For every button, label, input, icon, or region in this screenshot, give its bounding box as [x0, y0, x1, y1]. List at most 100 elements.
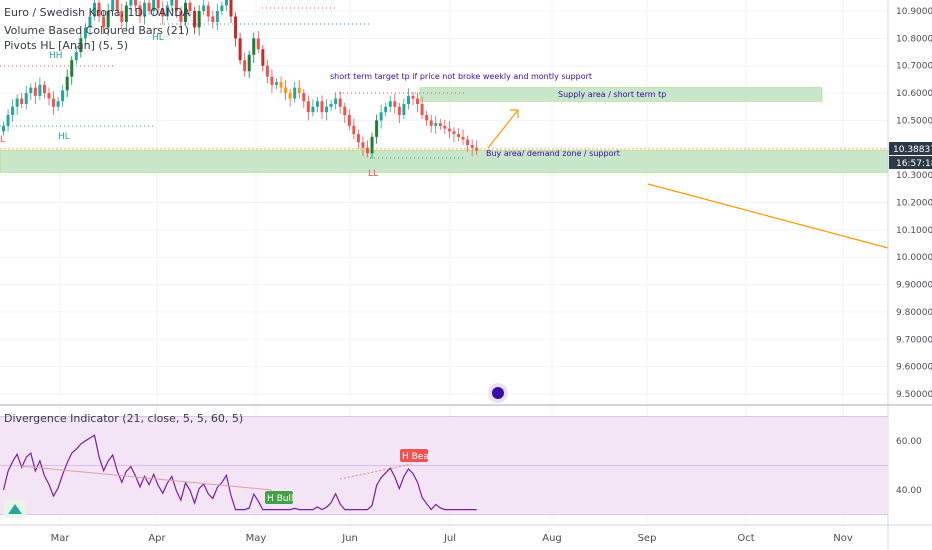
- time-axis[interactable]: Mar Apr May Jun Jul Aug Sep Oct Nov: [51, 533, 853, 544]
- demand-zone[interactable]: [0, 150, 889, 173]
- candle-body: [24, 93, 28, 105]
- candle-body: [461, 136, 465, 140]
- pivot-label-ll: LL: [368, 169, 378, 179]
- candle-body: [311, 106, 315, 113]
- candle-body: [429, 120, 433, 126]
- time-tick-label: Mar: [51, 533, 71, 544]
- candle-body: [61, 90, 65, 102]
- legend-volume-indicator[interactable]: Volume Based Coloured Bars (21): [4, 24, 189, 37]
- candle-body: [38, 84, 42, 96]
- candle-body: [202, 5, 206, 11]
- candle-body: [306, 101, 310, 113]
- candle-body: [102, 16, 106, 28]
- candle-body: [261, 49, 265, 66]
- tradingview-badge-icon: [488, 383, 508, 403]
- candle-body: [438, 123, 442, 126]
- candle-body: [411, 95, 415, 99]
- supply-label: Supply area / short term tp: [558, 90, 666, 99]
- price-tick-label: 10.10000: [896, 226, 932, 236]
- candle-body: [279, 82, 283, 88]
- candle-body: [288, 93, 292, 99]
- candle-body: [329, 104, 333, 107]
- candle-body: [265, 65, 269, 77]
- candle-body: [65, 76, 69, 91]
- candle-body: [379, 112, 383, 121]
- legend-symbol[interactable]: Euro / Swedish Krona, 1D, OANDA: [4, 6, 191, 19]
- price-axis[interactable]: [888, 0, 932, 405]
- candle-body: [238, 38, 242, 61]
- price-tick-label: 10.00000: [896, 253, 932, 263]
- pivot-label-l: L: [0, 135, 5, 145]
- candle-body: [147, 2, 151, 11]
- candle-body: [42, 84, 46, 94]
- candle-body: [197, 11, 201, 28]
- candle-body: [97, 2, 101, 17]
- candle-body: [302, 93, 306, 102]
- time-tick-label: Apr: [148, 533, 166, 544]
- candle-body: [179, 11, 183, 22]
- candle-body: [406, 95, 410, 105]
- candle-body: [93, 2, 96, 17]
- candle-body: [170, 0, 174, 6]
- bear-divergence-line: [339, 463, 413, 480]
- candle-body: [115, 0, 119, 12]
- candle-body: [347, 114, 351, 126]
- candle-body: [243, 60, 247, 72]
- candle-body: [124, 5, 128, 22]
- last-price-value: 10.38837: [893, 145, 932, 155]
- candle-body: [252, 38, 256, 55]
- oscillator-tick-label: 40.00: [896, 486, 922, 496]
- time-tick-label: Oct: [737, 533, 754, 544]
- candle-body: [334, 98, 338, 105]
- countdown-tag: [889, 156, 932, 169]
- candle-body: [33, 87, 37, 96]
- pivot-lines: [0, 7, 465, 159]
- time-tick-label: Jun: [341, 533, 358, 544]
- candle-body: [384, 106, 388, 113]
- legend-pivots-indicator[interactable]: Pivots HL [Anan] (5, 5): [4, 39, 128, 52]
- price-tick-label: 10.90000: [896, 7, 932, 17]
- time-tick-label: Nov: [833, 533, 853, 544]
- candle-body: [2, 125, 5, 132]
- price-tick-label: 10.60000: [896, 89, 932, 99]
- trend-line-down: [647, 183, 889, 249]
- bull-divergence-label: H Bull: [267, 494, 294, 504]
- target-note: short term target tp if price not broke …: [330, 72, 592, 81]
- candle-body: [320, 101, 324, 113]
- candle-body: [184, 2, 187, 22]
- candle-body: [420, 104, 424, 115]
- candle-body: [206, 5, 210, 17]
- candle-body: [11, 106, 15, 115]
- bear-divergence-label: H Bear: [402, 452, 433, 462]
- candle-body: [6, 114, 10, 126]
- candle-body: [393, 101, 397, 107]
- candle-body: [156, 0, 160, 9]
- candle-body: [361, 142, 365, 148]
- candle-body: [161, 8, 165, 17]
- candle-body: [106, 11, 110, 28]
- candle-body: [293, 87, 297, 99]
- candle-body: [425, 114, 429, 121]
- candle-body: [188, 2, 192, 11]
- candle-body: [470, 145, 474, 148]
- supply-zone[interactable]: [419, 87, 823, 102]
- price-tick-label: 10.20000: [896, 199, 932, 209]
- candle-body: [457, 134, 460, 137]
- bear-divergence-tag: [400, 449, 428, 462]
- candle-body: [138, 5, 142, 17]
- price-tick-label: 9.50000: [896, 390, 932, 400]
- candle-body: [447, 128, 451, 132]
- candle-body: [20, 98, 24, 105]
- price-tick-label: 10.50000: [896, 116, 932, 126]
- pivot-label-hh: HH: [49, 51, 63, 61]
- candle-body: [29, 87, 33, 94]
- candle-body: [375, 120, 379, 137]
- candle-body: [247, 54, 251, 72]
- candle-body: [215, 11, 219, 22]
- candle-body: [315, 101, 319, 107]
- bull-divergence-tag: [265, 491, 293, 504]
- candle-body: [193, 11, 197, 28]
- legend-divergence-indicator[interactable]: Divergence Indicator (21, close, 5, 5, 6…: [4, 412, 244, 425]
- candle-body: [52, 98, 56, 107]
